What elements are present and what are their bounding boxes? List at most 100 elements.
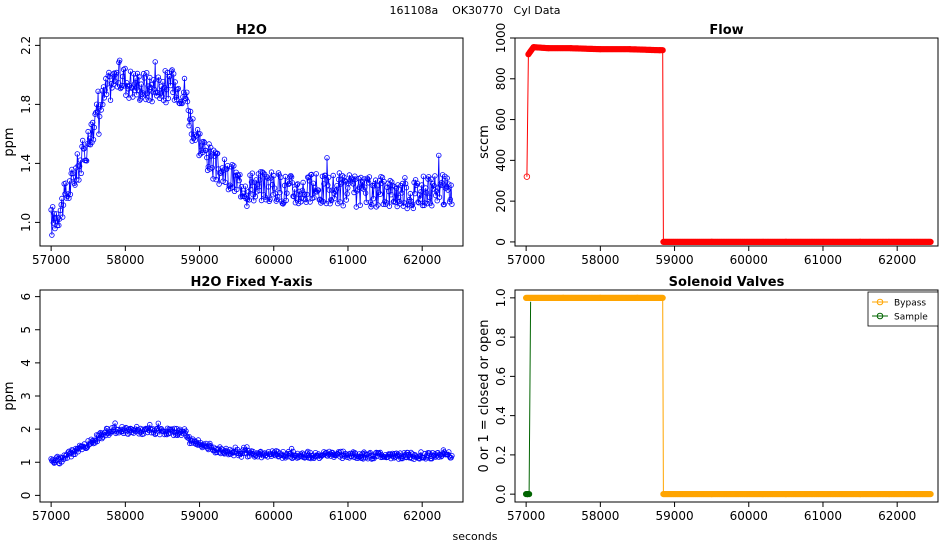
h2o-h2o-point <box>324 155 330 161</box>
h2o_fixed-ytick-label: 3 <box>19 392 33 400</box>
h2o-fixed-panel: H2O Fixed Y-axis 57000 58000 59000 60000 6100… <box>2 275 464 523</box>
h2o-h2o-point <box>150 77 157 83</box>
h2o-h2o-point <box>206 141 212 147</box>
h2o-h2o-point <box>265 184 272 190</box>
valves-xtick-label: 58000 <box>581 509 619 523</box>
h2o-h2o-point <box>98 107 104 113</box>
h2o-h2o-point <box>271 172 277 179</box>
h2o-h2o-point <box>402 175 408 181</box>
h2o-h2o-point <box>439 179 445 186</box>
h2o_fixed-h2o-point <box>238 454 245 460</box>
h2o-h2o-point <box>304 191 310 198</box>
h2o-h2o-point <box>436 152 442 159</box>
valves-sample-line <box>526 301 532 495</box>
h2o-h2o-point <box>209 165 215 171</box>
h2o-h2o-point <box>423 190 430 196</box>
h2o-h2o-point <box>404 205 410 212</box>
h2o_fixed-h2o-point <box>396 456 402 462</box>
solenoid-valves-panel: Solenoid Valves 57000 58000 59000 60000 61000… <box>477 275 939 523</box>
h2o_fixed-xtick-label: 60000 <box>255 509 293 523</box>
h2o-h2o-point <box>50 220 57 226</box>
valves-legend-box <box>867 291 939 327</box>
h2o-h2o-point <box>117 85 124 92</box>
h2o-h2o-point <box>151 86 158 93</box>
flow-ytick-label: 200 <box>494 190 508 213</box>
h2o-xtick-label: 59000 <box>180 253 218 267</box>
h2o-h2o-point <box>449 201 455 207</box>
h2o-h2o-point <box>78 170 84 176</box>
h2o_fixed-plot-area <box>48 420 455 467</box>
h2o-xtick-label: 57000 <box>32 253 70 267</box>
h2o-h2o-point <box>281 182 288 189</box>
h2o-h2o-point <box>107 97 114 103</box>
h2o-h2o-point <box>197 131 203 137</box>
h2o-h2o-point <box>208 153 215 159</box>
h2o-h2o-point <box>275 193 281 200</box>
h2o-h2o-point <box>255 181 261 188</box>
h2o-h2o-point <box>342 179 349 185</box>
flow-panel: Flow 57000 58000 59000 60000 61000 62000 0 200 40… <box>477 23 939 267</box>
h2o_fixed-h2o-point <box>100 434 106 440</box>
h2o_fixed-h2o-point <box>286 451 292 457</box>
h2o-h2o-point <box>136 73 142 80</box>
valves-ytick-label: 0.8 <box>494 328 508 347</box>
h2o-h2o-point <box>382 198 388 205</box>
valves-ytick-label: 0.2 <box>494 445 508 464</box>
flow-frame <box>514 37 939 247</box>
h2o-h2o-point <box>179 100 185 107</box>
h2o-h2o-point <box>189 138 195 144</box>
h2o-h2o-point <box>119 82 125 89</box>
h2o-h2o-point <box>337 199 343 205</box>
h2o-h2o-point <box>231 163 237 169</box>
h2o-h2o-point <box>49 232 55 238</box>
h2o_fixed-h2o-point <box>240 447 246 453</box>
h2o_fixed-h2o-point <box>174 432 181 438</box>
h2o-h2o-point <box>236 177 242 184</box>
h2o_fixed-xtick-label: 61000 <box>329 509 367 523</box>
h2o-h2o-point <box>66 178 73 184</box>
h2o-ytick-label: 1.8 <box>19 95 33 114</box>
h2o-h2o-point <box>375 202 381 208</box>
h2o_fixed-h2o-point <box>128 426 134 432</box>
x-axis-label: seconds <box>452 530 498 543</box>
h2o_fixed-h2o-point <box>397 450 403 456</box>
h2o_fixed-h2o-point <box>170 429 176 435</box>
h2o-h2o-point <box>100 101 106 108</box>
h2o-h2o-point <box>138 81 144 87</box>
h2o-h2o-point <box>120 66 127 73</box>
h2o-h2o-point <box>328 196 334 203</box>
h2o-h2o-point <box>155 74 161 80</box>
h2o-h2o-point <box>377 191 383 197</box>
h2o-h2o-point <box>186 122 192 129</box>
h2o-h2o-point <box>289 180 295 186</box>
h2o_fixed-ylabel: ppm <box>2 381 17 410</box>
h2o-h2o-point <box>204 154 210 161</box>
h2o_fixed-h2o-point <box>242 447 248 453</box>
h2o-h2o-point <box>303 199 309 205</box>
h2o-h2o-point <box>410 205 416 212</box>
h2o-h2o-point <box>115 79 121 86</box>
h2o-h2o-point <box>196 152 202 159</box>
h2o-xtick-label: 60000 <box>255 253 293 267</box>
h2o-h2o-point <box>253 177 259 183</box>
h2o-h2o-point <box>160 78 166 85</box>
h2o-h2o-point <box>301 191 307 198</box>
h2o-h2o-point <box>448 182 454 188</box>
h2o_fixed-h2o-point <box>288 445 295 452</box>
h2o-h2o-point <box>352 176 359 182</box>
flow-ytick-label: 0 <box>494 238 508 246</box>
valves-ytick-label: 0.6 <box>494 367 508 386</box>
h2o-h2o-point <box>96 131 102 137</box>
h2o-xtick-label: 62000 <box>403 253 441 267</box>
h2o_fixed-h2o-point <box>255 454 261 460</box>
h2o-ytick-label: 1.0 <box>19 213 33 232</box>
flow-ytick-label: 400 <box>494 149 508 172</box>
h2o-h2o-point <box>58 201 64 208</box>
h2o-h2o-point <box>195 131 201 137</box>
h2o_fixed-ytick-label: 5 <box>19 326 33 334</box>
h2o-h2o-point <box>424 200 430 207</box>
h2o-ytick-label: 2.2 <box>19 36 33 55</box>
flow-xtick-label: 62000 <box>878 253 916 267</box>
h2o-h2o-point <box>341 174 347 180</box>
